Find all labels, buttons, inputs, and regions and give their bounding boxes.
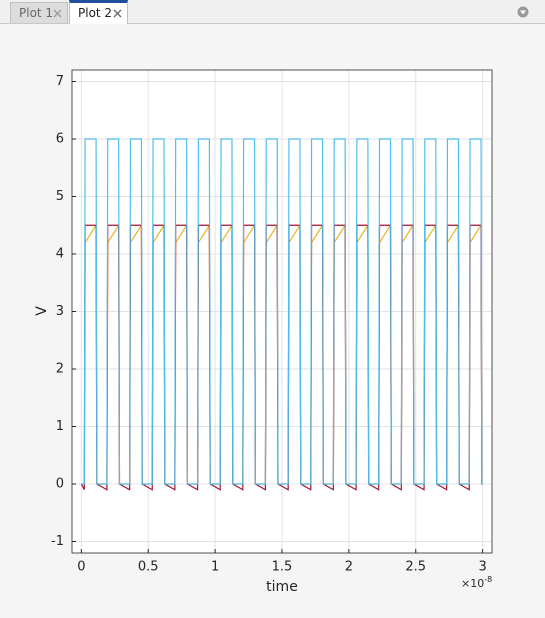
y-axis-label: V bbox=[34, 306, 50, 316]
x-axis-label: time bbox=[266, 579, 298, 595]
tab[interactable]: Plot 2 bbox=[69, 0, 128, 24]
x-tick-label: 3 bbox=[478, 560, 486, 575]
x-tick-label: 0.5 bbox=[138, 560, 159, 575]
chart: time V ×10-8 -1 0 1 2 3 4 5 6 7 0 0.5 1 1.5 2 2.5 3 bbox=[0, 24, 545, 618]
x-tick-label: 2 bbox=[345, 560, 353, 575]
y-tick-label: 0 bbox=[56, 477, 64, 492]
x-tick-label: 0 bbox=[77, 560, 85, 575]
y-tick-label: 5 bbox=[56, 189, 64, 204]
y-tick-label: 6 bbox=[56, 132, 64, 147]
series-line bbox=[81, 138, 483, 485]
y-tick-label: 2 bbox=[56, 362, 64, 377]
x-multiplier-base: ×10 bbox=[461, 577, 484, 590]
series-line bbox=[80, 224, 483, 491]
close-icon[interactable] bbox=[53, 9, 62, 18]
x-tick-label: 1.5 bbox=[272, 560, 293, 575]
x-multiplier: ×10-8 bbox=[461, 575, 492, 591]
x-multiplier-exponent: -8 bbox=[484, 575, 492, 584]
tab-label: Plot 2 bbox=[78, 6, 113, 20]
y-tick-label: -1 bbox=[51, 534, 64, 549]
x-tick-label: 2.5 bbox=[405, 560, 426, 575]
y-tick-label: 4 bbox=[56, 247, 64, 262]
tab[interactable]: Plot 1 bbox=[10, 2, 68, 23]
axes-box bbox=[71, 69, 493, 554]
y-tick-label: 1 bbox=[56, 419, 64, 434]
menu-icon[interactable] bbox=[517, 6, 529, 18]
close-icon[interactable] bbox=[113, 9, 122, 18]
tab-bar: Plot 1 Plot 2 bbox=[0, 0, 545, 24]
y-tick-label: 7 bbox=[56, 74, 64, 89]
tab-label: Plot 1 bbox=[19, 6, 54, 20]
y-tick-label: 3 bbox=[56, 304, 64, 319]
x-tick-label: 1 bbox=[211, 560, 219, 575]
